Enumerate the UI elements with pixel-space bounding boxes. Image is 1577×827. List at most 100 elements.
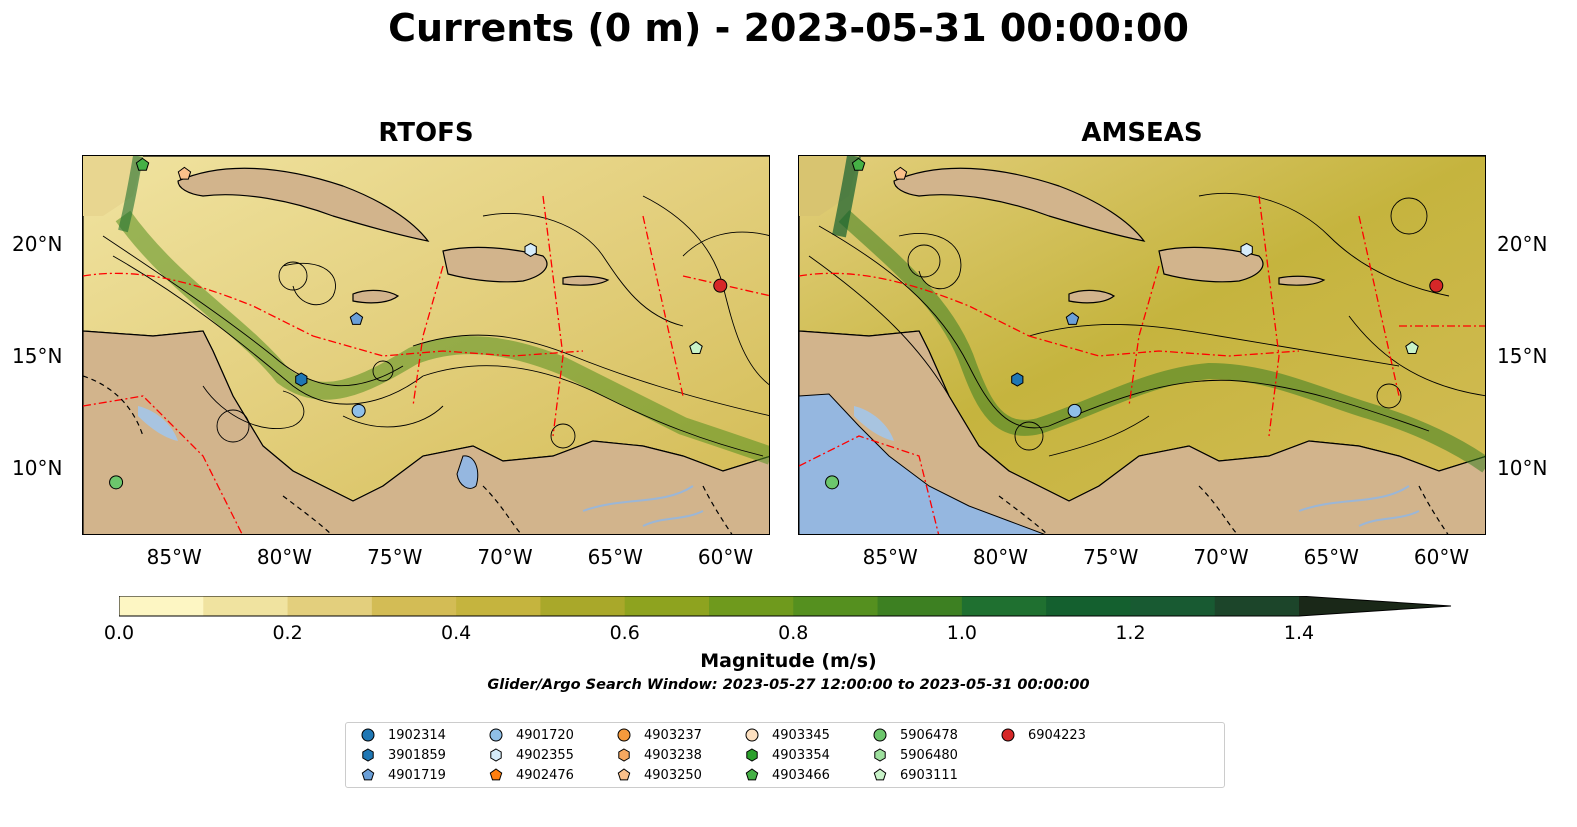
colorbar-segment bbox=[203, 596, 289, 616]
colorbar-tick-label: 0.2 bbox=[272, 622, 303, 644]
float-marker-3901859[interactable] bbox=[1011, 372, 1024, 387]
rivers bbox=[1298, 485, 1420, 527]
lat-tick-label: 10°N bbox=[12, 455, 63, 480]
map-panel-rtofs[interactable] bbox=[82, 155, 770, 535]
circle-marker-icon bbox=[1001, 728, 1015, 742]
legend-item: 4903466 bbox=[744, 767, 830, 783]
lat-tick-label: 20°N bbox=[12, 232, 63, 257]
colorbar-label: Magnitude (m/s) bbox=[700, 650, 877, 672]
lon-tick-label: 60°W bbox=[697, 545, 754, 569]
legend-label: 6903111 bbox=[900, 767, 958, 783]
south-america-land bbox=[799, 330, 1485, 534]
colorbar-segment bbox=[961, 596, 1047, 616]
lon-tick-label: 60°W bbox=[1413, 545, 1470, 569]
legend-label: 1902314 bbox=[388, 727, 446, 743]
map-amseas bbox=[799, 156, 1485, 534]
colorbar-tick-label: 0.6 bbox=[609, 622, 640, 644]
lat-tick-label: 15°N bbox=[12, 344, 63, 369]
colorbar-tick-label: 1.4 bbox=[1283, 622, 1315, 644]
circle-marker-icon bbox=[873, 728, 887, 742]
figure-title: Currents (0 m) - 2023-05-31 00:00:00 bbox=[388, 6, 1189, 50]
float-marker-6903111[interactable] bbox=[1405, 341, 1419, 354]
panel-title-amseas: AMSEAS bbox=[1081, 118, 1203, 148]
legend-item: 4902355 bbox=[488, 747, 574, 763]
legend-label: 4901719 bbox=[388, 767, 446, 783]
lat-tick-label: 20°N bbox=[1497, 232, 1548, 257]
colorbar-segment bbox=[624, 596, 710, 616]
eez-boundaries bbox=[799, 195, 1485, 534]
colorbar-segment bbox=[287, 596, 373, 616]
float-marker-5906478[interactable] bbox=[109, 475, 124, 490]
legend-item: 4903237 bbox=[616, 727, 702, 743]
jamaica-land bbox=[352, 289, 400, 304]
legend-item: 3901859 bbox=[360, 747, 446, 763]
colorbar-segment bbox=[877, 596, 963, 616]
float-marker-5906478[interactable] bbox=[825, 475, 840, 490]
float-marker-4902355[interactable] bbox=[524, 242, 537, 257]
colorbar-tick-label: 1.2 bbox=[1115, 622, 1146, 644]
legend-label: 4902476 bbox=[516, 767, 574, 783]
hispaniola-land bbox=[1158, 246, 1264, 283]
cuba-land bbox=[177, 167, 430, 242]
colorbar-extend-arrow bbox=[1299, 596, 1451, 616]
hexagon-marker-icon bbox=[362, 748, 374, 762]
legend-label: 4903345 bbox=[772, 727, 830, 743]
float-marker-4903250[interactable] bbox=[177, 166, 192, 180]
float-marker-6904223[interactable] bbox=[1429, 278, 1444, 293]
lon-tick-label: 65°W bbox=[1303, 545, 1359, 569]
float-marker-4901719[interactable] bbox=[1065, 312, 1080, 325]
colorbar-tick-label: 0.0 bbox=[103, 622, 135, 644]
colorbar-segment bbox=[1130, 596, 1216, 616]
lon-tick-label: 75°W bbox=[367, 545, 423, 569]
float-marker-4903466[interactable] bbox=[135, 157, 150, 171]
float-marker-6903111[interactable] bbox=[689, 341, 703, 354]
cuba-land bbox=[893, 167, 1146, 242]
country-borders bbox=[83, 375, 733, 534]
colorbar-tick-label: 0.8 bbox=[778, 622, 809, 644]
streamlines bbox=[102, 195, 769, 457]
float-marker-4901719[interactable] bbox=[349, 312, 364, 325]
colorbar-tick-label: 1.0 bbox=[946, 622, 977, 644]
panel-title-rtofs: RTOFS bbox=[378, 118, 474, 148]
float-marker-3901859[interactable] bbox=[295, 372, 308, 387]
float-marker-6904223[interactable] bbox=[713, 278, 728, 293]
float-marker-4902355[interactable] bbox=[1240, 242, 1253, 257]
gulf-sea bbox=[799, 156, 859, 216]
legend-label: 4903466 bbox=[772, 767, 830, 783]
colorbar-segment bbox=[1214, 596, 1300, 616]
legend-item: 6903111 bbox=[872, 767, 958, 783]
float-marker-4903250[interactable] bbox=[893, 166, 908, 180]
lon-tick-label: 75°W bbox=[1083, 545, 1139, 569]
float-marker-4901720[interactable] bbox=[351, 403, 366, 418]
legend-item: 4901719 bbox=[360, 767, 446, 783]
colorbar-segment bbox=[371, 596, 457, 616]
legend-item: 4903354 bbox=[744, 747, 830, 763]
streamlines bbox=[808, 192, 1485, 457]
puerto-rico-land bbox=[1278, 275, 1326, 286]
legend-item: 4903238 bbox=[616, 747, 702, 763]
lake-maracaibo bbox=[456, 455, 479, 489]
lon-tick-label: 85°W bbox=[862, 545, 918, 569]
pentagon-marker-icon bbox=[745, 768, 759, 781]
legend-item: 4903250 bbox=[616, 767, 702, 783]
legend-item: 5906480 bbox=[872, 747, 958, 763]
hexagon-marker-icon bbox=[618, 748, 630, 762]
lon-tick-label: 70°W bbox=[477, 545, 533, 569]
legend-label: 5906480 bbox=[900, 747, 958, 763]
colorbar-segment bbox=[1046, 596, 1131, 616]
lake-nicaragua bbox=[138, 406, 178, 441]
lat-tick-label: 10°N bbox=[1497, 455, 1548, 480]
south-america-land bbox=[83, 330, 769, 534]
legend-label: 4903250 bbox=[644, 767, 702, 783]
lat-tick-label: 15°N bbox=[1497, 344, 1548, 369]
float-marker-4901720[interactable] bbox=[1067, 403, 1082, 418]
float-marker-4903466[interactable] bbox=[851, 157, 866, 171]
pentagon-marker-icon bbox=[617, 768, 631, 781]
map-panel-amseas[interactable] bbox=[798, 155, 1486, 535]
legend-item: 1902314 bbox=[360, 727, 446, 743]
hexagon-marker-icon bbox=[746, 748, 758, 762]
circle-marker-icon bbox=[745, 728, 759, 742]
legend-label: 4903237 bbox=[644, 727, 702, 743]
eez-boundaries bbox=[83, 195, 769, 534]
hexagon-marker-icon bbox=[874, 748, 886, 762]
